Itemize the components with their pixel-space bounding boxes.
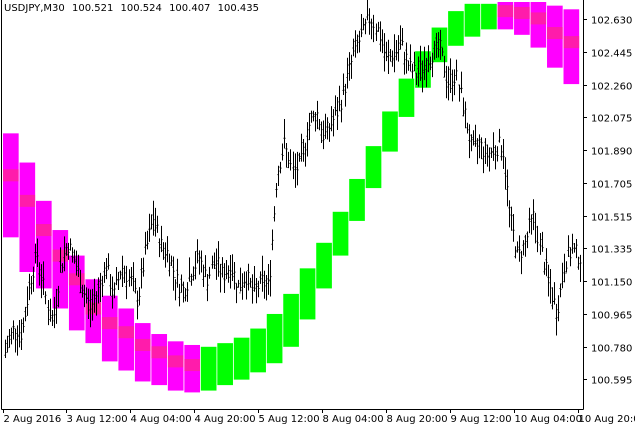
band-block-8 bbox=[135, 323, 151, 381]
y-tick-label-3: 102.075 bbox=[591, 114, 632, 125]
band-block-13 bbox=[217, 343, 233, 385]
band-block-27 bbox=[448, 11, 464, 46]
x-tick-label-1: 3 Aug 12:00 bbox=[67, 414, 128, 425]
band-block-15 bbox=[250, 329, 266, 373]
band-mid-33 bbox=[547, 27, 563, 39]
band-mid-2 bbox=[36, 224, 52, 236]
ohlc-open: 100.521 bbox=[72, 3, 113, 14]
x-tick-label-6: 8 Aug 20:00 bbox=[387, 414, 448, 425]
ohlc-high: 100.524 bbox=[121, 3, 162, 14]
band-mid-11 bbox=[184, 359, 200, 371]
band-block-12 bbox=[201, 347, 217, 391]
band-block-1 bbox=[19, 163, 35, 272]
band-block-14 bbox=[234, 338, 250, 380]
band-block-0 bbox=[3, 133, 19, 237]
band-block-20 bbox=[333, 212, 349, 256]
chart-header: USDJPY,M30 100.521 100.524 100.407 100.4… bbox=[4, 3, 263, 14]
x-tick-label-9: 10 Aug 20:00 bbox=[579, 414, 635, 425]
band-mid-7 bbox=[118, 326, 134, 338]
ohlc-close: 100.435 bbox=[218, 3, 259, 14]
x-tick-label-7: 9 Aug 12:00 bbox=[451, 414, 512, 425]
y-tick-label-6: 101.515 bbox=[591, 213, 632, 224]
x-tick-label-8: 10 Aug 04:00 bbox=[515, 414, 582, 425]
band-block-18 bbox=[300, 268, 316, 319]
band-block-24 bbox=[399, 79, 415, 117]
band-block-16 bbox=[267, 314, 283, 363]
y-tick-label-8: 101.150 bbox=[591, 278, 632, 289]
y-tick-label-0: 102.630 bbox=[591, 16, 632, 27]
ohlc-low: 100.407 bbox=[169, 3, 210, 14]
band-block-28 bbox=[465, 4, 481, 37]
y-tick-label-9: 100.965 bbox=[591, 311, 632, 322]
x-tick-label-0: 2 Aug 2016 bbox=[4, 414, 62, 425]
y-tick-label-7: 101.335 bbox=[591, 245, 632, 256]
x-tick-label-3: 4 Aug 20:00 bbox=[195, 414, 256, 425]
band-mid-10 bbox=[168, 355, 184, 367]
band-mid-32 bbox=[531, 12, 547, 24]
y-tick-label-2: 102.260 bbox=[591, 82, 632, 93]
y-tick-label-5: 101.705 bbox=[591, 180, 632, 191]
band-mid-9 bbox=[151, 346, 167, 358]
x-tick-label-2: 4 Aug 04:00 bbox=[131, 414, 192, 425]
symbol-timeframe: USDJPY,M30 bbox=[4, 3, 65, 14]
axes-layer: 102.630 102.445 102.260 102.075 101.890 101.7… bbox=[2, 0, 635, 425]
band-block-29 bbox=[481, 4, 497, 30]
y-tick-label-10: 100.780 bbox=[591, 344, 632, 355]
y-tick-label-11: 100.595 bbox=[591, 376, 632, 387]
y-tick-label-1: 102.445 bbox=[591, 49, 632, 60]
band-block-23 bbox=[382, 111, 398, 151]
band-layer bbox=[3, 2, 579, 392]
band-mid-30 bbox=[498, 5, 514, 17]
band-block-21 bbox=[349, 179, 365, 221]
band-mid-0 bbox=[3, 169, 19, 181]
band-block-9 bbox=[151, 334, 167, 385]
band-block-17 bbox=[283, 294, 299, 347]
band-block-19 bbox=[316, 243, 332, 289]
band-mid-34 bbox=[564, 36, 580, 48]
band-mid-31 bbox=[514, 7, 530, 19]
band-block-32 bbox=[531, 2, 547, 48]
x-tick-label-5: 8 Aug 04:00 bbox=[323, 414, 384, 425]
band-block-7 bbox=[118, 308, 134, 370]
band-mid-6 bbox=[102, 317, 118, 329]
y-tick-label-4: 101.890 bbox=[591, 147, 632, 158]
x-tick-label-4: 5 Aug 12:00 bbox=[259, 414, 320, 425]
band-mid-1 bbox=[19, 195, 35, 207]
band-block-22 bbox=[366, 146, 382, 188]
band-mid-8 bbox=[135, 339, 151, 351]
